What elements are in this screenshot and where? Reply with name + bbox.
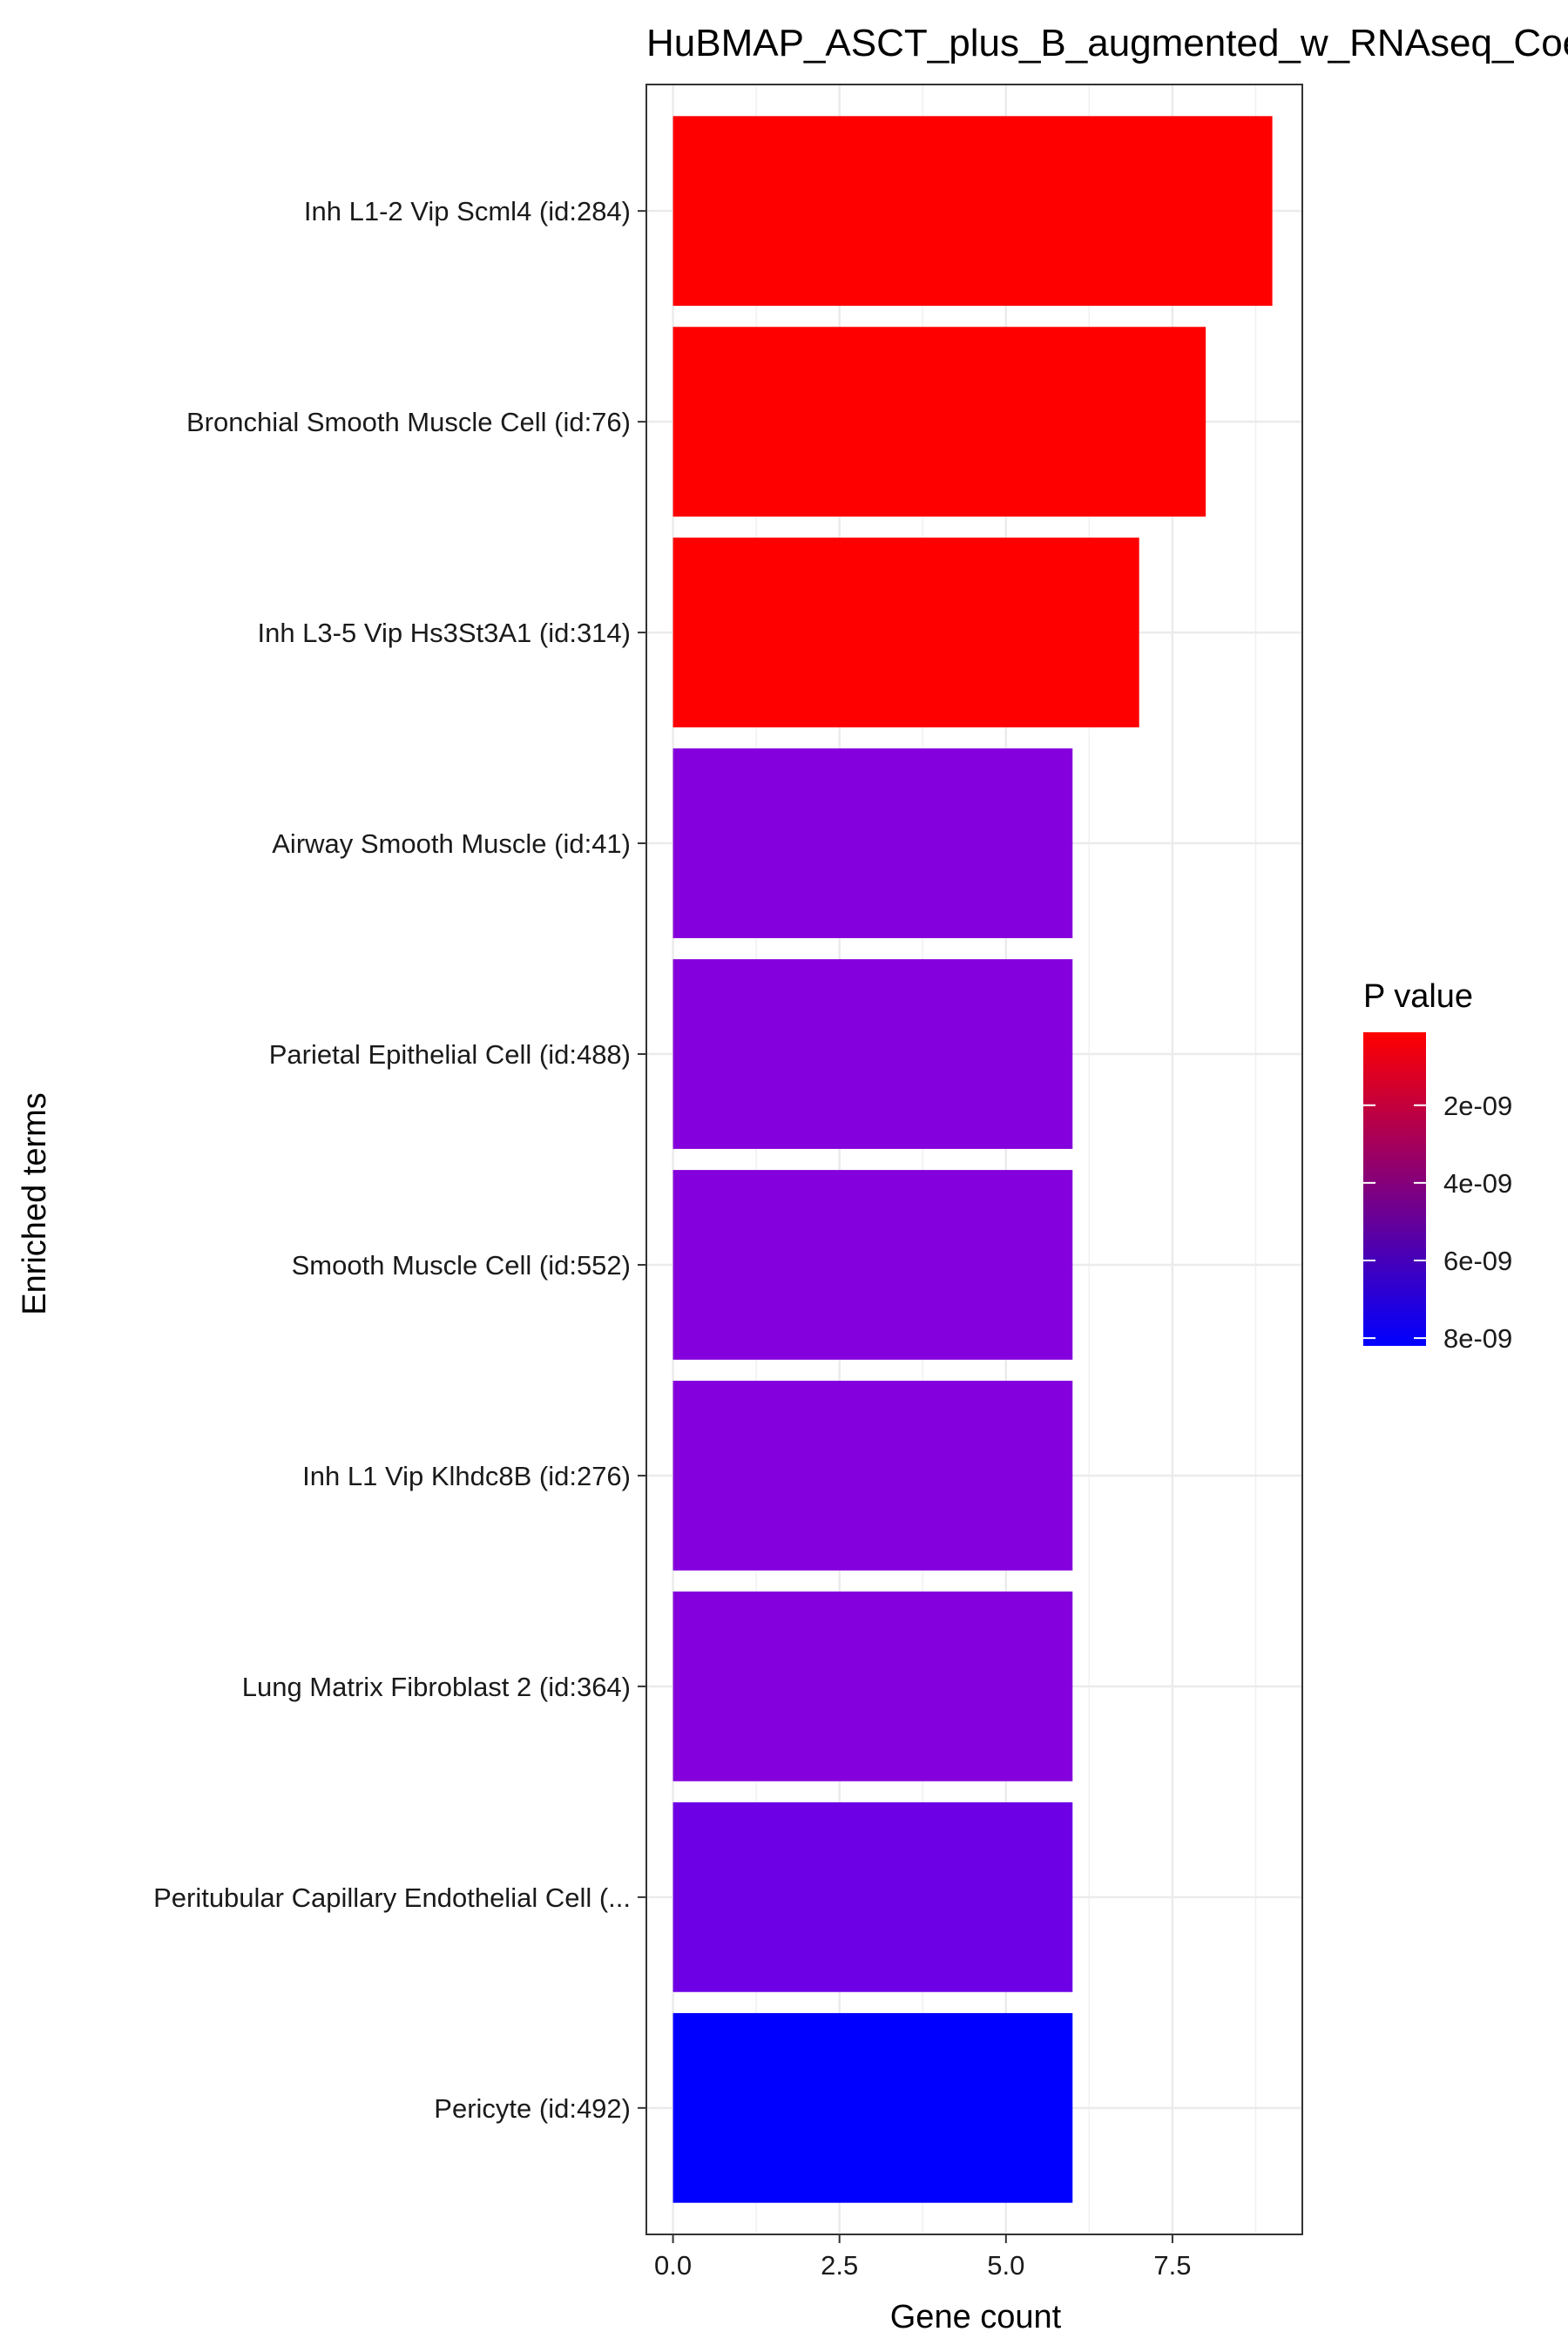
y-tick-label: Peritubular Capillary Endothelial Cell (… (153, 1882, 631, 1913)
bars (672, 116, 1273, 2203)
bar (672, 327, 1206, 517)
x-axis: 0.0 2.5 5.0 7.5 (654, 2234, 1191, 2281)
y-axis-title: Enriched terms (17, 1092, 53, 1315)
y-tick-label: Inh L3-5 Vip Hs3St3A1 (id:314) (257, 618, 631, 648)
y-tick-label: Parietal Epithelial Cell (id:488) (269, 1039, 631, 1070)
bar (672, 537, 1139, 727)
y-tick-label: Inh L1-2 Vip Scml4 (id:284) (304, 196, 631, 226)
legend-tick-label: 6e-09 (1443, 1246, 1512, 1276)
y-tick-label: Smooth Muscle Cell (id:552) (292, 1250, 631, 1281)
y-tick-label: Lung Matrix Fibroblast 2 (id:364) (242, 1672, 631, 1702)
y-tick-label: Pericyte (id:492) (434, 2093, 631, 2124)
bar (672, 116, 1273, 307)
bar (672, 1381, 1073, 1571)
x-tick-label: 7.5 (1153, 2250, 1191, 2281)
x-axis-title: Gene count (890, 2299, 1062, 2335)
y-tick-label: Airway Smooth Muscle (id:41) (272, 828, 631, 859)
bar (672, 2012, 1073, 2203)
x-tick-label: 2.5 (821, 2250, 858, 2281)
legend-tick-label: 2e-09 (1443, 1091, 1512, 1121)
chart-title: HuBMAP_ASCT_plus_B_augmented_w_RNAseq_Co… (646, 22, 1568, 64)
legend-colorbar (1363, 1032, 1426, 1346)
y-tick-label: Inh L1 Vip Klhdc8B (id:276) (302, 1461, 631, 1491)
legend-tick-label: 8e-09 (1443, 1323, 1512, 1354)
panel-border (645, 84, 1303, 2235)
legend-title: P value (1363, 978, 1473, 1015)
y-axis: Inh L1-2 Vip Scml4 (id:284) Bronchial Smo… (153, 196, 646, 2124)
bar (672, 1592, 1073, 1781)
y-tick-label: Bronchial Smooth Muscle Cell (id:76) (186, 407, 631, 437)
bar (672, 1170, 1073, 1360)
x-tick-label: 5.0 (987, 2250, 1024, 2281)
bar (672, 959, 1073, 1149)
bar (672, 1801, 1073, 1992)
legend-tick-label: 4e-09 (1443, 1168, 1512, 1199)
bar (672, 748, 1073, 938)
legend: P value 2e-09 4e-09 6e-09 8e-09 (1363, 978, 1512, 1354)
x-tick-label: 0.0 (654, 2250, 692, 2281)
